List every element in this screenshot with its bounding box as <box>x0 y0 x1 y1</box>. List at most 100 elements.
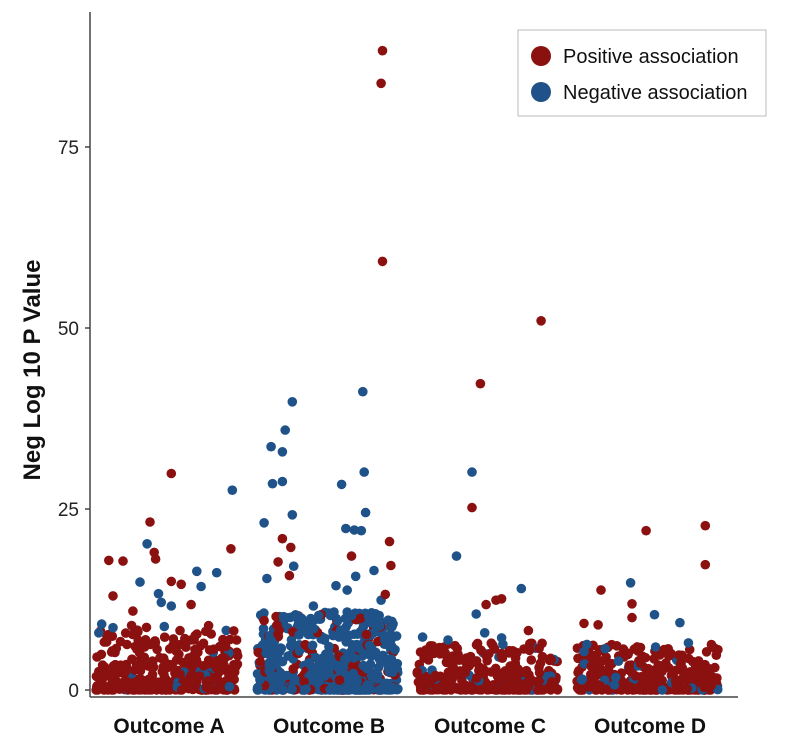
background-point <box>610 672 621 683</box>
background-point <box>324 667 334 678</box>
background-point <box>504 685 514 695</box>
legend-marker-negative <box>531 82 551 102</box>
background-point <box>139 652 150 663</box>
background-point <box>168 640 178 650</box>
point-negative-association <box>277 447 288 457</box>
background-point <box>212 675 223 685</box>
background-point <box>349 653 359 663</box>
background-point <box>229 626 239 636</box>
point-negative-association <box>341 523 351 534</box>
background-point <box>632 642 643 652</box>
background-point <box>391 631 402 641</box>
background-point <box>181 642 191 652</box>
background-point <box>144 685 154 695</box>
point-positive-association <box>386 560 396 571</box>
legend-label-positive: Positive association <box>563 46 739 68</box>
background-point <box>158 683 169 693</box>
legend-box <box>517 29 767 117</box>
y-tick-label: 0 <box>68 681 79 702</box>
background-point <box>467 657 478 668</box>
background-point <box>221 625 231 636</box>
point-positive-association <box>186 599 196 610</box>
point-negative-association <box>360 507 371 518</box>
background-point <box>690 667 700 678</box>
background-point <box>366 684 376 695</box>
background-point <box>586 661 596 672</box>
point-positive-association <box>176 579 186 590</box>
point-negative-association <box>451 551 462 561</box>
point-positive-association <box>259 615 269 626</box>
background-point <box>603 663 614 674</box>
background-point <box>122 679 133 690</box>
background-point <box>596 656 607 666</box>
point-negative-association <box>336 479 347 490</box>
background-point <box>342 607 353 617</box>
background-point <box>271 611 281 622</box>
background-point <box>577 675 587 685</box>
background-point <box>133 635 143 645</box>
background-point <box>143 675 154 685</box>
background-point <box>258 623 269 634</box>
point-positive-association <box>384 536 395 547</box>
point-positive-association <box>596 585 606 595</box>
point-positive-association <box>277 533 288 544</box>
background-point <box>412 668 423 679</box>
point-negative-association <box>582 639 592 650</box>
point-negative-association <box>649 609 660 620</box>
background-point <box>510 658 521 669</box>
point-negative-association <box>192 566 202 577</box>
background-point <box>91 671 102 682</box>
point-negative-association <box>280 425 291 435</box>
background-point <box>288 611 299 622</box>
background-point <box>227 664 237 674</box>
point-negative-association <box>325 610 336 621</box>
background-point <box>453 649 463 660</box>
background-point <box>336 627 347 637</box>
background-point <box>120 667 131 677</box>
background-point <box>390 684 400 694</box>
background-point <box>478 664 489 674</box>
background-point <box>220 641 231 652</box>
background-point <box>255 675 265 685</box>
point-positive-association <box>627 612 637 623</box>
background-point <box>274 625 285 636</box>
background-point <box>110 659 121 670</box>
background-point <box>436 681 446 692</box>
background-point <box>252 682 263 693</box>
point-negative-association <box>683 638 694 648</box>
background-point <box>96 649 107 660</box>
background-point <box>355 613 366 624</box>
background-point <box>609 680 620 690</box>
background-point <box>220 653 230 663</box>
background-point <box>533 685 543 695</box>
background-point <box>275 643 286 653</box>
background-point <box>362 663 372 674</box>
background-point <box>267 637 278 648</box>
background-point <box>300 639 311 650</box>
dense-point-cloud <box>91 607 723 695</box>
background-point <box>547 677 557 687</box>
point-negative-association <box>349 525 360 535</box>
x-tick-label: Outcome C <box>434 715 546 738</box>
point-positive-association <box>273 557 283 567</box>
background-point <box>486 638 497 648</box>
background-point <box>441 657 452 668</box>
background-point <box>275 669 285 680</box>
point-negative-association <box>479 628 490 638</box>
point-positive-association <box>377 45 388 56</box>
point-negative-association <box>96 619 107 629</box>
background-point <box>274 655 284 665</box>
y-tick-label: 25 <box>58 500 79 521</box>
point-negative-association <box>369 565 379 576</box>
point-negative-association <box>331 580 341 591</box>
point-positive-association <box>376 78 386 89</box>
background-point <box>383 662 394 673</box>
point-negative-association <box>350 571 361 582</box>
point-negative-association <box>196 581 206 592</box>
background-point <box>639 679 649 690</box>
point-positive-association <box>346 551 357 561</box>
background-point <box>595 663 605 674</box>
background-point <box>170 668 180 678</box>
background-point <box>418 685 428 695</box>
background-point <box>497 669 508 679</box>
